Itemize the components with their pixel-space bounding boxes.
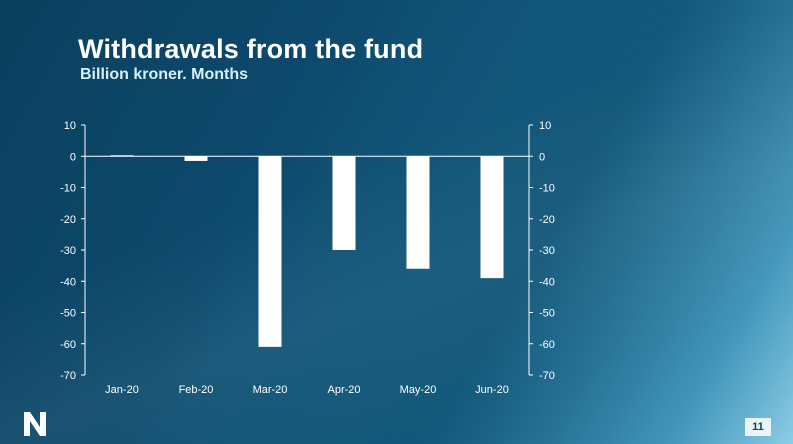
x-tick-label: May-20: [400, 384, 437, 396]
y-tick-label-left: -30: [60, 245, 76, 257]
y-tick-label-right: -50: [539, 308, 555, 320]
y-tick-label-left: 0: [70, 151, 76, 163]
y-tick-label-right: -70: [539, 370, 555, 382]
y-tick-label-right: -10: [539, 183, 555, 195]
bar: [184, 156, 208, 161]
y-tick-label-left: 10: [64, 120, 76, 132]
y-tick-label-right: -40: [539, 276, 555, 288]
bar: [332, 156, 356, 250]
y-tick-label-left: -10: [60, 183, 76, 195]
x-tick-label: Jan-20: [105, 384, 139, 396]
page-subtitle: Billion kroner. Months: [80, 66, 249, 83]
bar: [480, 156, 504, 279]
y-tick-label-right: 10: [539, 120, 551, 132]
x-tick-label: Mar-20: [253, 384, 288, 396]
y-tick-label-left: -50: [60, 308, 76, 320]
x-tick-label: Jun-20: [475, 384, 509, 396]
y-tick-label-right: -60: [539, 339, 555, 351]
y-tick-label-right: -30: [539, 245, 555, 257]
norges-bank-logo-icon: [24, 412, 46, 436]
bar: [258, 156, 282, 347]
y-tick-label-left: -40: [60, 276, 76, 288]
y-tick-label-left: -70: [60, 370, 76, 382]
y-tick-label-right: 0: [539, 151, 545, 163]
page-title: Withdrawals from the fund: [78, 34, 424, 64]
y-tick-label-left: -20: [60, 214, 76, 226]
bar: [406, 156, 430, 269]
x-tick-label: Feb-20: [179, 384, 214, 396]
y-tick-label-left: -60: [60, 339, 76, 351]
x-tick-label: Apr-20: [327, 384, 360, 396]
page-number: 11: [745, 418, 771, 436]
y-tick-label-right: -20: [539, 214, 555, 226]
